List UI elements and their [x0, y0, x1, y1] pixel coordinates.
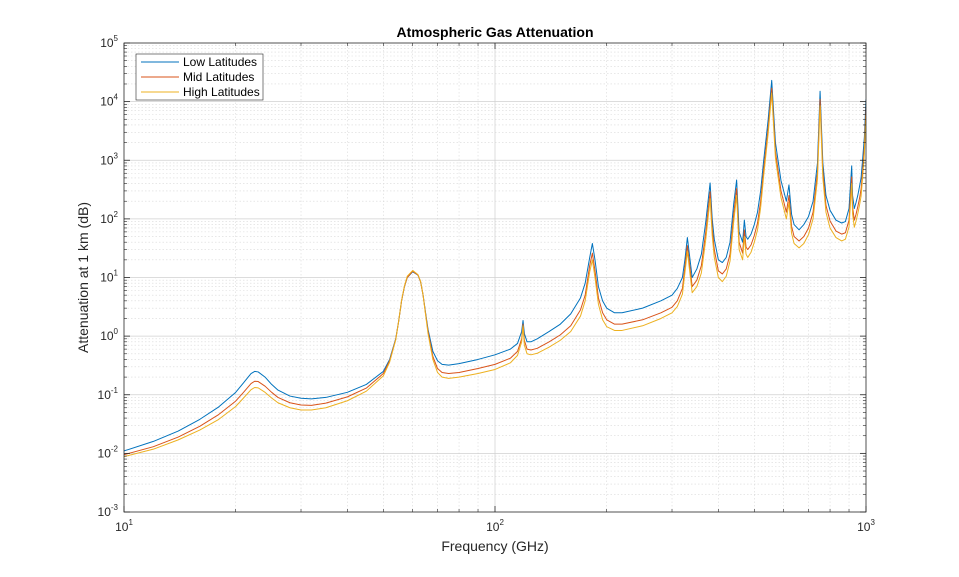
major-grid [124, 43, 866, 512]
legend-label-3: High Latitudes [183, 85, 260, 99]
chart-title: Atmospheric Gas Attenuation [396, 24, 593, 40]
y-tick-label: 103 [100, 151, 118, 167]
x-tick-labels: 101 102 103 [115, 518, 875, 534]
y-tick-label: 10-2 [98, 444, 119, 460]
y-tick-label: 101 [100, 269, 118, 285]
x-tick-label: 101 [115, 518, 133, 534]
y-axis-label: Attenuation at 1 km (dB) [75, 202, 91, 353]
x-tick-label: 103 [857, 518, 875, 534]
y-tick-label: 102 [100, 210, 118, 226]
series-group [124, 79, 866, 458]
x-tick-label: 102 [486, 518, 504, 534]
y-tick-label: 10-1 [98, 386, 119, 402]
y-tick-label: 10-3 [98, 503, 119, 519]
x-axis-label: Frequency (GHz) [441, 538, 548, 554]
tick-marks [123, 42, 867, 513]
series-line-3 [124, 92, 866, 458]
y-tick-label: 104 [100, 93, 118, 109]
legend-label-2: Mid Latitudes [183, 70, 254, 84]
legend-label-1: Low Latitudes [183, 55, 257, 69]
y-tick-labels: 10-3 10-2 10-1 100 101 102 103 104 105 [98, 34, 119, 519]
y-tick-label: 105 [100, 34, 118, 50]
y-tick-label: 100 [100, 327, 118, 343]
